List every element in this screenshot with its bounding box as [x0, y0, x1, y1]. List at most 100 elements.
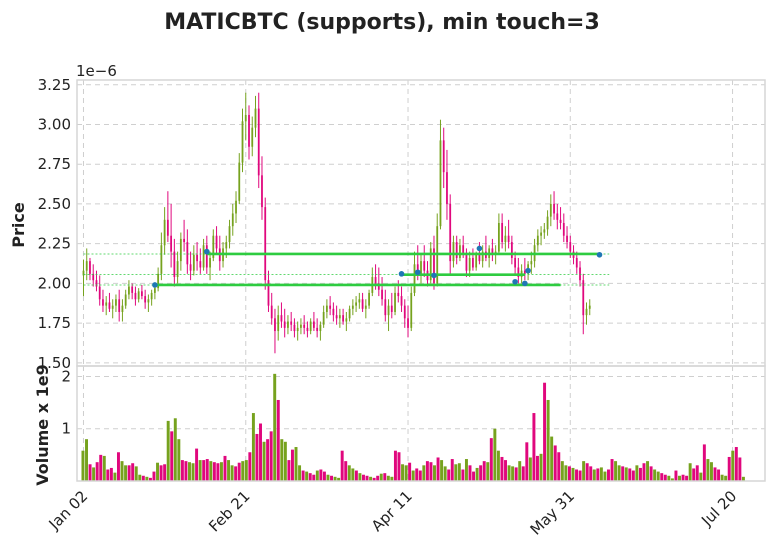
- candle-body: [319, 324, 322, 332]
- price-axis-label: Price: [9, 202, 28, 248]
- volume-bar: [504, 460, 507, 481]
- candle-body: [150, 292, 153, 300]
- candle-body: [348, 308, 351, 319]
- candle-body: [147, 299, 150, 303]
- candle-body: [449, 203, 452, 262]
- candle-body: [446, 172, 448, 204]
- volume-bar: [557, 452, 561, 481]
- volume-bar: [81, 450, 85, 481]
- candle-body: [397, 292, 400, 297]
- candle-body: [416, 264, 419, 274]
- candle-body: [225, 242, 228, 249]
- candle-body: [205, 245, 208, 268]
- volume-bar: [319, 469, 323, 481]
- price-tick-label: 2.00: [38, 274, 71, 292]
- candle-body: [442, 140, 445, 173]
- volume-bar: [688, 463, 692, 481]
- candle-body: [212, 235, 215, 258]
- volume-bar: [489, 438, 493, 481]
- volume-bar: [546, 399, 550, 481]
- volume-bar: [230, 465, 234, 481]
- volume-bar: [631, 470, 635, 481]
- touch-point: [152, 282, 158, 288]
- candle-body: [355, 302, 357, 306]
- candle-body: [556, 213, 559, 220]
- volume-bar: [443, 466, 447, 481]
- volume-bar: [262, 441, 266, 481]
- candle-body: [277, 315, 280, 332]
- volume-axis-label: Volume x 1e9: [33, 364, 52, 485]
- candle-body: [377, 283, 380, 290]
- candle-body: [514, 257, 517, 268]
- candle-body: [569, 242, 572, 252]
- volume-bar: [276, 399, 280, 481]
- candle-body: [452, 242, 455, 262]
- volume-bar: [589, 466, 593, 481]
- candle-body: [257, 108, 260, 176]
- volume-bar: [571, 467, 575, 481]
- volume-bar: [145, 476, 149, 481]
- volume-bar: [251, 413, 255, 481]
- candle-body: [134, 292, 137, 300]
- candle-body: [390, 305, 393, 312]
- candle-body: [504, 235, 507, 243]
- volume-bar: [433, 465, 436, 481]
- volume-bar: [706, 459, 710, 481]
- y-scale-label: 1e−6: [76, 62, 117, 80]
- candle-body: [300, 324, 302, 328]
- volume-bar: [227, 460, 231, 481]
- x-tick-label: May 31: [527, 487, 579, 539]
- volume-tick-labels: 12: [61, 367, 71, 437]
- candle-body: [102, 299, 104, 306]
- volume-bar: [138, 474, 142, 481]
- volume-bar: [457, 463, 461, 481]
- volume-bar: [404, 465, 408, 481]
- candle-body: [433, 248, 435, 284]
- candle-body: [85, 261, 88, 271]
- candle-body: [358, 299, 361, 303]
- candle-body: [455, 242, 458, 258]
- candle-body: [293, 324, 296, 332]
- volume-bar: [638, 467, 642, 481]
- touch-point: [204, 248, 210, 255]
- volume-bar: [255, 433, 259, 481]
- volume-bar: [653, 469, 657, 481]
- volume-bar: [113, 472, 117, 481]
- volume-bar: [248, 452, 252, 481]
- volume-bar: [642, 463, 646, 481]
- volume-bar: [617, 465, 621, 481]
- volume-bar: [674, 470, 678, 481]
- candle-body: [89, 261, 91, 274]
- volume-bar: [447, 469, 451, 481]
- candle-body: [387, 305, 390, 316]
- candle-body: [507, 235, 510, 243]
- candle-body: [202, 245, 205, 268]
- volume-bar: [305, 471, 309, 481]
- candle-body: [345, 318, 348, 322]
- candle-body: [329, 305, 332, 309]
- candle-body: [283, 321, 286, 328]
- volume-bar: [205, 459, 209, 481]
- candle-body: [465, 254, 468, 271]
- volume-bar: [709, 462, 713, 481]
- candle-body: [303, 324, 306, 328]
- candle-body: [530, 261, 533, 265]
- volume-bar: [518, 461, 522, 481]
- candle-body: [540, 232, 542, 236]
- chart-title: MATICBTC (supports), min touch=3: [164, 10, 600, 35]
- volume-bar: [429, 462, 433, 481]
- volume-bar: [720, 474, 724, 481]
- candle-body: [497, 223, 500, 252]
- volume-bar: [717, 469, 721, 481]
- volume-bar: [188, 462, 191, 481]
- candle-body: [410, 292, 413, 328]
- volume-bar: [610, 459, 614, 481]
- volume-bar: [422, 465, 426, 481]
- volume-bar: [621, 466, 625, 481]
- candle-body: [160, 245, 163, 274]
- volume-bar: [259, 423, 262, 481]
- volume-bar: [383, 473, 387, 481]
- candle-body: [144, 296, 147, 303]
- candle-body: [384, 299, 387, 316]
- volume-bar: [159, 465, 163, 481]
